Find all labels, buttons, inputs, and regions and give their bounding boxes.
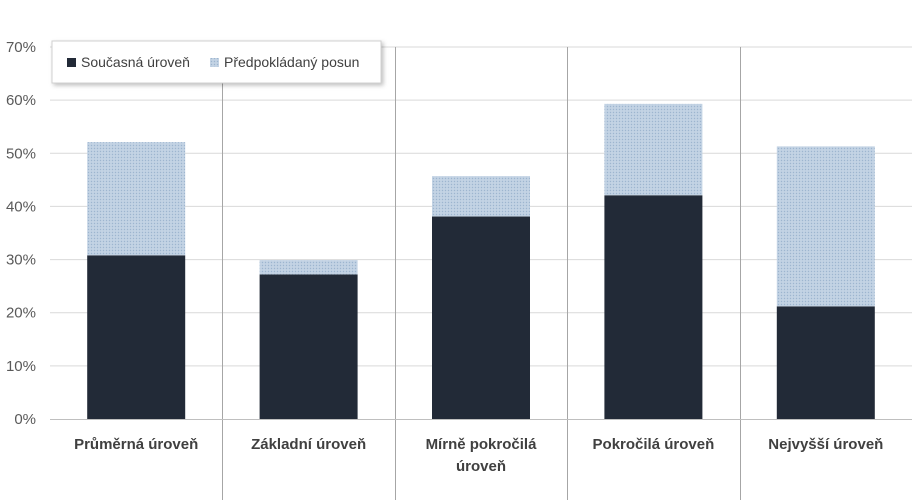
bar-expected-shift bbox=[87, 142, 186, 256]
legend: Současná úroveň Předpokládaný posun bbox=[51, 40, 382, 84]
bar-current-level bbox=[432, 216, 530, 419]
bar-expected-shift bbox=[432, 176, 530, 217]
y-tick-label: 60% bbox=[6, 92, 36, 109]
x-category-label: Základní úroveň bbox=[251, 436, 366, 453]
x-category-label: Nejvyšší úroveň bbox=[768, 436, 883, 453]
bar-current-level bbox=[776, 306, 875, 419]
x-category-label: Průměrná úroveň bbox=[74, 436, 198, 453]
y-tick-label: 50% bbox=[6, 145, 36, 162]
bar-expected-shift bbox=[259, 260, 358, 275]
bar-current-level bbox=[259, 274, 358, 419]
y-tick-label: 40% bbox=[6, 198, 36, 215]
y-tick-label: 70% bbox=[6, 39, 36, 56]
legend-label: Současná úroveň bbox=[81, 54, 190, 70]
legend-swatch bbox=[67, 58, 76, 67]
bars bbox=[87, 103, 875, 419]
axis-labels: 0% 10% 20% 30% 40% 50% 60% 70% Průměrná úroveň Zá… bbox=[6, 39, 883, 475]
y-tick-label: 30% bbox=[6, 252, 36, 269]
y-tick-label: 0% bbox=[14, 411, 36, 428]
bar-current-level bbox=[87, 255, 186, 419]
y-tick-label: 10% bbox=[6, 358, 36, 375]
bar-expected-shift bbox=[604, 103, 703, 196]
x-category-label: Mírně pokročilá úroveň bbox=[426, 436, 538, 475]
legend-swatch bbox=[210, 58, 219, 67]
x-category-label: Pokročilá úroveň bbox=[593, 436, 715, 453]
bar-current-level bbox=[604, 195, 703, 419]
category-separators bbox=[222, 47, 741, 500]
bar-expected-shift bbox=[776, 146, 875, 307]
y-tick-label: 20% bbox=[6, 305, 36, 322]
legend-label: Předpokládaný posun bbox=[224, 54, 359, 70]
